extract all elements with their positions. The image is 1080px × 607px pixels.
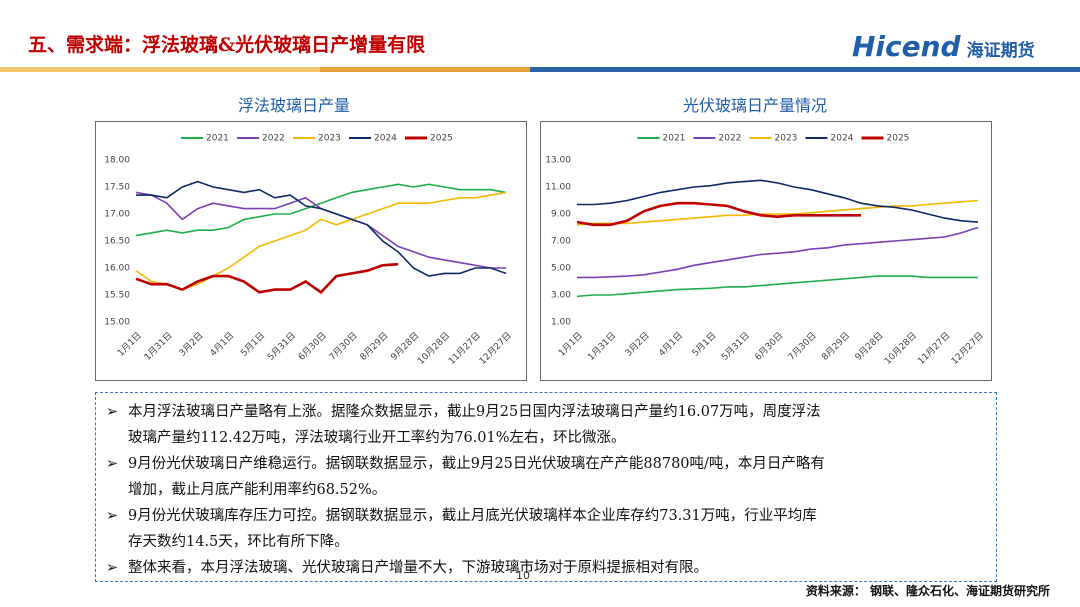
legend-label: 2021 — [663, 134, 686, 144]
slide-title: 五、需求端：浮法玻璃&光伏玻璃日产增量有限 — [28, 34, 426, 56]
note-line: 整体来看，本月浮法玻璃、光伏玻璃日产增量不大，下游玻璃市场对于原料提振相对有限。 — [128, 560, 708, 576]
y-tick-label: 15.50 — [104, 291, 130, 301]
x-tick-label: 4月1日 — [657, 330, 686, 359]
logo-brand: Hicend — [852, 30, 961, 63]
y-tick-label: 16.50 — [104, 237, 130, 247]
series-line — [136, 180, 507, 277]
legend-label: 2021 — [206, 134, 229, 144]
x-tick-label: 1月31日 — [586, 330, 619, 363]
note-line: 增加，截止月底产能利用率约68.52%。 — [128, 482, 387, 498]
logo-name: 海证期货 — [966, 41, 1035, 61]
y-tick-label: 15.00 — [104, 318, 130, 328]
series-line — [135, 191, 507, 291]
logo: Hicend 海证期货 — [852, 30, 1035, 63]
chart: 1.00 3.00 5.00 7.00 9.00 11.00 13.00 1月1日 1月31日 3… — [540, 121, 992, 381]
legend-label: 2025 — [430, 134, 453, 144]
x-tick-label: 5月1日 — [239, 330, 268, 359]
legend-label: 2022 — [262, 134, 285, 144]
y-tick-label: 16.00 — [104, 264, 130, 274]
series-line — [135, 262, 399, 295]
x-tick-label: 10月28日 — [882, 330, 919, 367]
y-tick-label: 17.00 — [104, 210, 130, 220]
chart-title: 浮法玻璃日产量 — [238, 96, 351, 115]
legend-label: 2024 — [831, 134, 854, 144]
series-line — [576, 201, 861, 227]
x-tick-label: 9月28日 — [853, 330, 886, 363]
y-tick-label: 3.00 — [551, 291, 571, 301]
y-tick-label: 11.00 — [545, 183, 571, 193]
x-tick-label: 8月29日 — [820, 330, 853, 363]
note-line: 本月浮法玻璃日产量略有上涨。据隆众数据显示，截止9月25日国内浮法玻璃日产量约1… — [128, 404, 821, 420]
notes-list: 本月浮法玻璃日产量略有上涨。据隆众数据显示，截止9月25日国内浮法玻璃日产量约1… — [106, 399, 986, 581]
x-tick-label: 12月27日 — [477, 330, 514, 367]
chart-title: 光伏玻璃日产量情况 — [683, 96, 828, 115]
note-line: 存天数约14.5天，环比有所下降。 — [128, 534, 349, 550]
note: 9月份光伏玻璃库存压力可控。据钢联数据显示，截止月底光伏玻璃样本企业库存约73.… — [106, 503, 986, 555]
x-tick-label: 7月30日 — [327, 330, 360, 363]
y-tick-label: 1.00 — [551, 318, 571, 328]
x-tick-label: 1月1日 — [556, 330, 585, 359]
y-tick-label: 5.00 — [551, 264, 571, 274]
legend-label: 2023 — [775, 134, 798, 144]
series-line — [577, 226, 979, 279]
x-tick-label: 10月28日 — [416, 330, 453, 367]
x-tick-label: 6月30日 — [296, 330, 329, 363]
x-tick-label: 6月30日 — [753, 330, 786, 363]
x-tick-label: 11月27日 — [916, 330, 953, 367]
source: 资料来源： 钢联、隆众石化、海证期货研究所 — [805, 584, 1050, 598]
x-tick-label: 1月31日 — [142, 330, 175, 363]
y-tick-label: 18.00 — [104, 156, 130, 166]
x-tick-label: 5月31日 — [265, 330, 298, 363]
legend-label: 2025 — [887, 134, 910, 144]
y-tick-label: 17.50 — [104, 183, 130, 193]
note: 本月浮法玻璃日产量略有上涨。据隆众数据显示，截止9月25日国内浮法玻璃日产量约1… — [106, 399, 986, 451]
x-tick-label: 1月1日 — [115, 330, 144, 359]
series-line — [577, 179, 979, 223]
x-tick-label: 4月1日 — [208, 330, 237, 359]
series-line — [576, 275, 978, 298]
page-number: 10 — [516, 569, 530, 582]
x-tick-label: 5月1日 — [690, 330, 719, 359]
note-line: 9月份光伏玻璃日产维稳运行。据钢联数据显示，截止9月25日光伏玻璃在产产能887… — [128, 456, 825, 472]
y-tick-label: 7.00 — [551, 237, 571, 247]
note: 整体来看，本月浮法玻璃、光伏玻璃日产增量不大，下游玻璃市场对于原料提振相对有限。 — [106, 555, 986, 581]
y-tick-label: 9.00 — [551, 210, 571, 220]
x-tick-label: 3月2日 — [177, 330, 206, 359]
header-stripe — [0, 67, 1080, 72]
x-tick-label: 5月31日 — [719, 330, 752, 363]
x-tick-label: 9月28日 — [389, 330, 422, 363]
legend-label: 2024 — [374, 134, 397, 144]
legend-label: 2023 — [318, 134, 341, 144]
note-line: 9月份光伏玻璃库存压力可控。据钢联数据显示，截止月底光伏玻璃样本企业库存约73.… — [128, 508, 817, 524]
chart: 15.0015.5016.0016.5017.0017.5018.001月1日1… — [95, 121, 527, 381]
series-line — [576, 199, 979, 226]
note-line: 玻璃产量约112.42万吨，浮法玻璃行业开工率约为76.01%左右，环比微涨。 — [128, 430, 626, 446]
x-tick-label: 8月29日 — [358, 330, 391, 363]
x-tick-label: 11月27日 — [446, 330, 483, 367]
notes-box: 本月浮法玻璃日产量略有上涨。据隆众数据显示，截止9月25日国内浮法玻璃日产量约1… — [95, 392, 997, 582]
x-tick-label: 12月27日 — [949, 330, 986, 367]
x-tick-label: 7月30日 — [786, 330, 819, 363]
note: 9月份光伏玻璃日产维稳运行。据钢联数据显示，截止9月25日光伏玻璃在产产能887… — [106, 451, 986, 503]
series-line — [135, 183, 507, 237]
y-tick-label: 13.00 — [545, 156, 571, 166]
x-tick-label: 3月2日 — [623, 330, 652, 359]
legend-label: 2022 — [719, 134, 742, 144]
